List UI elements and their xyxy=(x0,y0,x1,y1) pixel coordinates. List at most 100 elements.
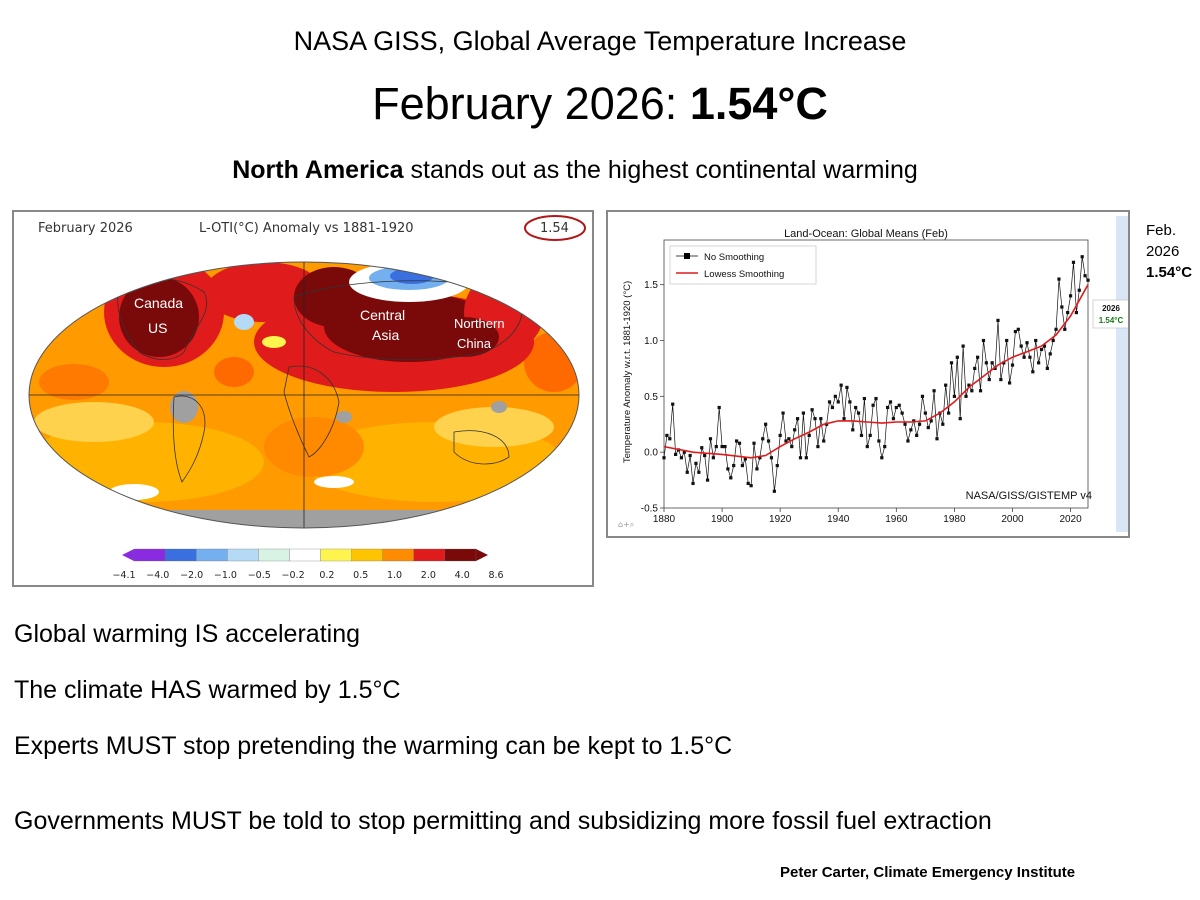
x-tick-label: 1980 xyxy=(943,514,966,525)
data-point xyxy=(848,400,852,404)
subheadline-rest: stands out as the highest continental wa… xyxy=(410,156,918,184)
data-point xyxy=(958,417,962,421)
statement-accelerating: Global warming IS accelerating xyxy=(14,620,360,648)
y-tick-label: -0.5 xyxy=(641,504,659,515)
colorbar-tick-label: 4.0 xyxy=(455,570,470,581)
data-point xyxy=(827,400,832,404)
statement-governments: Governments MUST be told to stop permitt… xyxy=(14,807,992,835)
colorbar-swatch xyxy=(289,548,321,562)
data-point xyxy=(1060,305,1064,309)
data-point xyxy=(836,400,840,404)
data-point xyxy=(1010,363,1015,367)
data-point xyxy=(697,470,701,474)
data-point xyxy=(735,439,739,443)
data-point xyxy=(737,441,742,445)
data-point xyxy=(1074,310,1078,315)
y-tick-label: 0.0 xyxy=(644,448,658,459)
x-tick-label: 1960 xyxy=(885,514,908,525)
data-point xyxy=(1068,294,1073,298)
data-point xyxy=(752,441,756,445)
map-global-value: 1.54 xyxy=(540,221,569,236)
y-axis-label: Temperature Anomaly w.r.t. 1881-1920 (°C… xyxy=(622,281,633,463)
data-point xyxy=(929,419,933,423)
data-point xyxy=(807,433,811,438)
globe xyxy=(29,262,579,528)
data-point xyxy=(1063,327,1067,331)
anomaly-map: February 2026 L-OTI(°C) Anomaly vs 1881-… xyxy=(28,215,586,581)
data-point xyxy=(778,433,782,438)
data-point xyxy=(912,419,916,423)
data-point xyxy=(1071,260,1076,264)
x-tick-label: 2020 xyxy=(1059,514,1082,525)
data-point xyxy=(1042,344,1047,348)
x-tick-label: 1880 xyxy=(653,514,676,525)
data-point xyxy=(761,437,765,441)
data-point xyxy=(769,456,774,460)
data-point xyxy=(1057,277,1061,281)
map-title: L-OTI(°C) Anomaly vs 1881-1920 xyxy=(199,221,414,236)
subheadline: North America stands out as the highest … xyxy=(0,156,1150,185)
data-point xyxy=(877,439,881,443)
data-point xyxy=(671,402,675,406)
data-point xyxy=(665,433,669,438)
data-point xyxy=(1066,310,1070,315)
chart-source: NASA/GISS/GISTEMP v4 xyxy=(966,490,1092,502)
data-point xyxy=(746,481,750,486)
data-point xyxy=(973,366,977,371)
data-point xyxy=(917,422,922,426)
map-date: February 2026 xyxy=(38,221,133,236)
data-point xyxy=(947,411,951,415)
data-point xyxy=(688,453,692,458)
data-point xyxy=(868,433,872,438)
data-point xyxy=(865,444,869,449)
data-point xyxy=(920,394,925,398)
colorbar-tick-label: −4.0 xyxy=(146,570,169,581)
data-point xyxy=(795,417,800,421)
colorbar-swatch xyxy=(382,548,414,562)
data-point xyxy=(793,428,797,432)
data-point xyxy=(772,489,776,493)
data-point xyxy=(787,437,791,441)
colorbar-tick-label: −4.1 xyxy=(112,570,135,581)
data-point xyxy=(714,444,718,449)
colorbar-swatch xyxy=(444,548,477,562)
data-point xyxy=(1048,352,1052,356)
data-point xyxy=(897,403,901,407)
data-point xyxy=(880,456,884,460)
data-point xyxy=(862,396,866,401)
data-point xyxy=(705,478,710,482)
data-point xyxy=(732,463,736,468)
data-point xyxy=(1031,370,1035,374)
legend-label-no-smoothing: No Smoothing xyxy=(704,252,764,263)
data-point xyxy=(883,444,887,449)
anomaly-map-panel: February 2026 L-OTI(°C) Anomaly vs 1881-… xyxy=(12,210,594,587)
data-point xyxy=(1019,344,1023,348)
data-point xyxy=(842,417,846,421)
data-point xyxy=(764,422,768,426)
chart-toolbar-icons[interactable]: ⌂+⌕ xyxy=(618,520,634,529)
colorbar-tick-label: −1.0 xyxy=(214,570,237,581)
colorbar-swatch xyxy=(164,548,197,562)
data-point xyxy=(720,444,724,449)
data-point xyxy=(888,400,893,404)
y-tick-label: 1.5 xyxy=(644,280,658,291)
data-point xyxy=(1083,274,1087,278)
colorbar-tick-label: 8.6 xyxy=(488,570,503,581)
colorbar-tick-label: 0.2 xyxy=(319,570,334,581)
global-value-ring xyxy=(524,215,586,241)
data-point xyxy=(1025,341,1029,345)
data-point xyxy=(1016,327,1020,331)
time-series-panel: Land-Ocean: Global Means (Feb) 1880 1900 1… xyxy=(606,210,1130,538)
data-point xyxy=(874,396,878,401)
time-series-chart: Land-Ocean: Global Means (Feb) 1880 1900 1… xyxy=(618,216,1128,532)
subheadline-bold: North America xyxy=(232,156,404,184)
label-china: China xyxy=(457,336,492,351)
data-point xyxy=(871,403,875,407)
data-point xyxy=(679,456,684,460)
statement-experts: Experts MUST stop pretending the warming… xyxy=(14,732,733,760)
author-credit: Peter Carter, Climate Emergency Institut… xyxy=(780,864,1076,881)
data-point xyxy=(1028,355,1032,359)
colorbar-min-arrow xyxy=(122,549,134,561)
data-point xyxy=(999,377,1003,382)
data-point xyxy=(1077,288,1081,292)
